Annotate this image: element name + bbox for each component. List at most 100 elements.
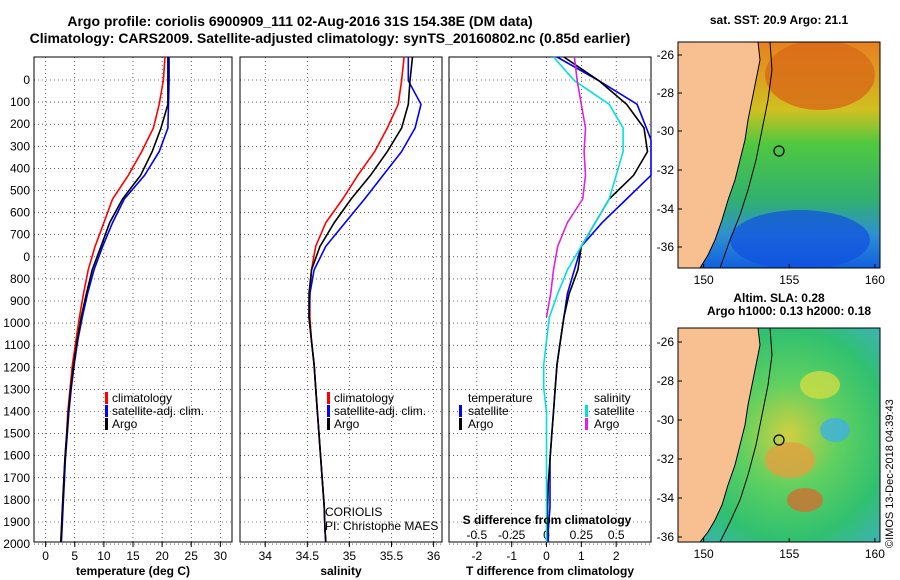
sla-eddy-3 — [820, 418, 850, 442]
map-y-tick-label: -30 — [657, 413, 675, 427]
sla-map-title-1: Altim. SLA: 0.28 — [733, 291, 825, 305]
depth-tick-label: 1400 — [3, 405, 30, 419]
annotation-coriolis: CORIOLIS — [325, 505, 382, 519]
depth-tick-label: 1100 — [4, 338, 30, 352]
x-axis-label: temperature (deg C) — [76, 564, 190, 578]
legend-swatch-s-argo — [585, 418, 588, 430]
difference-panel: -2 -1 0 1 2T difference from climatology -0.5… — [448, 56, 652, 578]
depth-tick-label: 800 — [10, 272, 30, 286]
series-line-s-argo — [545, 56, 587, 318]
legend-swatch-s-satellite — [585, 405, 588, 417]
sla-shelf-contour — [719, 328, 773, 542]
legend-label-satellite: satellite-adj. clim. — [112, 404, 204, 418]
x-tick-label: 36 — [427, 549, 441, 563]
depth-tick-label: 0 — [23, 73, 30, 87]
legend-swatch-climatology — [105, 392, 108, 404]
x-tick-label: -1 — [506, 549, 517, 563]
x-tick-label: 2 — [613, 549, 620, 563]
x-tick-label: 1 — [578, 549, 585, 563]
sst-shelf-contour — [719, 42, 773, 268]
map-y-tick-label: -26 — [657, 335, 675, 349]
x-tick-label: 5 — [71, 549, 78, 563]
series-line-argo — [308, 56, 414, 543]
depth-tick-label: 1700 — [3, 471, 30, 485]
copyright-footer: ©IMOS 13-Dec-2018 04:39:43 — [884, 399, 896, 548]
map-x-tick-label: 155 — [779, 273, 799, 287]
depth-axis-labels: 0 100 200 300 400 500 600 700 0 800 900 1000 1100 120… — [3, 73, 30, 551]
difference-top-axis-title: S difference from climatology — [463, 513, 632, 527]
x-tick-label: 35 — [343, 549, 357, 563]
sst-warm-patch — [765, 42, 875, 110]
sst-argo-position-marker — [773, 145, 785, 157]
top-x-tick-label: 0.5 — [608, 528, 625, 542]
depth-tick-label: 300 — [10, 139, 30, 153]
series-line-s-satellite — [542, 56, 624, 542]
legend-label-t-satellite: satellite — [468, 404, 509, 418]
x-tick-label: 30 — [214, 549, 228, 563]
legend-swatch-satellite — [327, 405, 330, 417]
sst-map-frame — [677, 41, 881, 269]
panel-frame — [448, 56, 652, 543]
legend-swatch-climatology — [327, 392, 330, 404]
map-y-tick-label: -30 — [657, 124, 675, 138]
temperature-legend: climatology satellite-adj. clim. Argo — [105, 391, 204, 431]
sla-map: Altim. SLA: 0.28 Argo h1000: 0.13 h2000:… — [657, 291, 886, 561]
title-line-1: Argo profile: coriolis 6900909_111 02-Au… — [67, 13, 532, 29]
legend-label-s-argo: Argo — [594, 417, 620, 431]
legend-swatch-argo — [105, 418, 108, 430]
map-x-tick-label: 150 — [694, 273, 714, 287]
series-line-climatology — [309, 56, 405, 543]
map-y-tick-label: -26 — [657, 48, 675, 62]
depth-tick-label: 700 — [10, 228, 30, 242]
map-y-tick-label: -28 — [657, 86, 675, 100]
legend-title-temperature: temperature — [468, 391, 533, 405]
x-tick-label: 34 — [259, 549, 273, 563]
series-line-climatology — [60, 56, 166, 543]
legend-label-argo: Argo — [112, 417, 138, 431]
x-tick-label: 34.5 — [296, 549, 320, 563]
depth-tick-label: 2000 — [3, 537, 30, 551]
sla-argo-position-marker — [773, 434, 785, 446]
map-x-tick-label: 150 — [694, 547, 714, 561]
depth-tick-label: 1000 — [3, 316, 30, 330]
legend-label-climatology: climatology — [334, 391, 394, 405]
map-x-tick-label: 160 — [865, 273, 885, 287]
depth-tick-label: 400 — [10, 161, 30, 175]
legend-swatch-argo — [327, 418, 330, 430]
x-tick-label: 0 — [543, 549, 550, 563]
x-tick-label: 20 — [155, 549, 169, 563]
map-y-tick-label: -36 — [657, 530, 675, 544]
map-x-tick-label: 160 — [865, 547, 885, 561]
sla-map-title-2: Argo h1000: 0.13 h2000: 0.18 — [707, 304, 871, 318]
sst-map-ticks: 150 155 160 -26 -28 -30 -32 -34 -36 — [657, 48, 886, 287]
sla-eddy-1 — [765, 442, 815, 478]
series-line-argo — [60, 57, 169, 543]
series-line-t-satellite — [547, 56, 652, 542]
panel-frame — [239, 56, 443, 543]
top-x-tick-label: -0.5 — [467, 528, 488, 542]
sst-map: sat. SST: 20.9 Argo: 21.1 150 155 160 -26 -2… — [657, 13, 886, 287]
depth-tick-label: 1300 — [3, 382, 30, 396]
depth-tick-label: 200 — [10, 117, 30, 131]
map-y-tick-label: -36 — [657, 240, 675, 254]
sst-map-title: sat. SST: 20.9 Argo: 21.1 — [710, 13, 849, 27]
sla-map-ticks: 150 155 160 -26 -28 -30 -32 -34 -36 — [657, 335, 886, 561]
map-y-tick-label: -34 — [657, 491, 675, 505]
depth-tick-label: 1900 — [3, 515, 30, 529]
legend-label-t-argo: Argo — [468, 417, 494, 431]
sst-cool-patch — [730, 210, 870, 268]
x-tick-label: 25 — [185, 549, 199, 563]
x-tick-label: 0 — [42, 549, 49, 563]
x-tick-label: -2 — [472, 549, 483, 563]
map-y-tick-label: -28 — [657, 374, 675, 388]
sla-eddy-4 — [800, 371, 840, 399]
depth-tick-label: 1600 — [3, 449, 30, 463]
depth-tick-label: 1800 — [3, 493, 30, 507]
depth-tick-label: 900 — [10, 294, 30, 308]
depth-tick-label: 0 — [23, 250, 30, 264]
x-tick-label: 10 — [97, 549, 111, 563]
legend-label-s-satellite: satellite — [594, 404, 635, 418]
legend-swatch-t-argo — [459, 418, 462, 430]
map-y-tick-label: -32 — [657, 452, 675, 466]
